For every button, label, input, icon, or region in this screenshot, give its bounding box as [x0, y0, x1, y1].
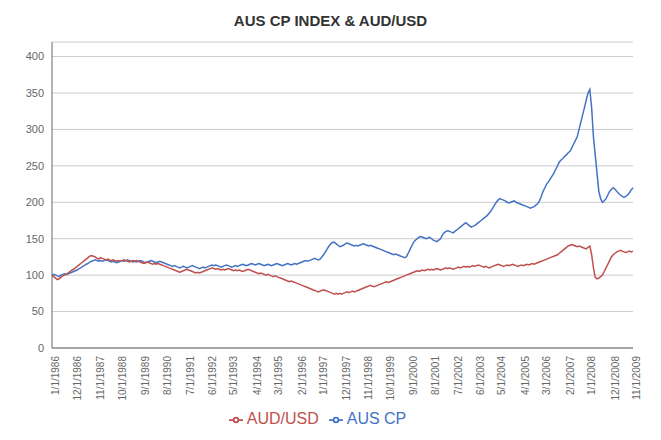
svg-text:0: 0	[38, 342, 44, 354]
svg-text:9/1/2000: 9/1/2000	[408, 356, 419, 395]
svg-text:5/1/2004: 5/1/2004	[496, 356, 507, 395]
svg-text:300: 300	[26, 123, 44, 135]
svg-text:6/1/2003: 6/1/2003	[475, 356, 486, 395]
svg-text:1/1/1986: 1/1/1986	[50, 356, 61, 395]
svg-text:3/1/2006: 3/1/2006	[541, 356, 552, 395]
svg-text:150: 150	[26, 233, 44, 245]
svg-text:100: 100	[26, 269, 44, 281]
html-text:AUD/USD: AUD/USD	[246, 410, 319, 427]
svg-text:5/1/1993: 5/1/1993	[228, 356, 239, 395]
svg-text:11/1/1987: 11/1/1987	[95, 356, 106, 400]
svg-text:11/1/1998: 11/1/1998	[363, 356, 374, 400]
svg-text:10/1/1988: 10/1/1988	[117, 356, 128, 401]
svg-text:4/1/2005: 4/1/2005	[520, 356, 531, 395]
svg-text:9/1/1989: 9/1/1989	[140, 356, 151, 395]
svg-text:2/1/1996: 2/1/1996	[297, 356, 308, 395]
svg-text:3/1/1995: 3/1/1995	[273, 356, 284, 395]
svg-text:50: 50	[32, 305, 44, 317]
svg-text:10/1/1999: 10/1/1999	[385, 356, 396, 401]
html-text:AUS CP INDEX & AUD/USD: AUS CP INDEX & AUD/USD	[233, 12, 428, 29]
svg-text:12/1/1997: 12/1/1997	[341, 356, 352, 401]
html-text:AUS CP: AUS CP	[346, 410, 407, 427]
svg-text:7/1/2002: 7/1/2002	[453, 356, 464, 395]
svg-text:8/1/2001: 8/1/2001	[430, 356, 441, 395]
svg-text:2/1/2007: 2/1/2007	[565, 356, 576, 395]
svg-text:12/1/2008: 12/1/2008	[610, 356, 621, 401]
svg-text:11/1/2009: 11/1/2009	[631, 356, 642, 400]
svg-text:12/1/1986: 12/1/1986	[72, 356, 83, 401]
svg-text:200: 200	[26, 196, 44, 208]
svg-text:350: 350	[26, 87, 44, 99]
svg-text:250: 250	[26, 160, 44, 172]
svg-text:6/1/1992: 6/1/1992	[207, 356, 218, 395]
svg-text:400: 400	[26, 50, 44, 62]
svg-text:1/1/1997: 1/1/1997	[318, 356, 329, 395]
svg-text:4/1/1994: 4/1/1994	[252, 356, 263, 395]
svg-text:8/1/1990: 8/1/1990	[162, 356, 173, 395]
svg-text:7/1/1991: 7/1/1991	[185, 356, 196, 395]
svg-text:1/1/2008: 1/1/2008	[586, 356, 597, 395]
